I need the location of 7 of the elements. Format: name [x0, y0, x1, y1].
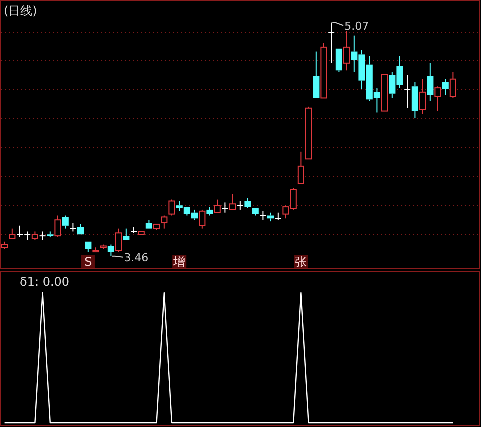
x-tick-label: 增	[172, 255, 186, 269]
annotation: 5.07	[344, 20, 370, 33]
annotation: 3.46	[124, 251, 149, 264]
x-tick-label: S	[84, 255, 92, 269]
chart-title: δ1: 0.00	[20, 275, 70, 289]
chart-title: (日线)	[4, 4, 38, 18]
x-tick-label: 张	[295, 255, 308, 269]
